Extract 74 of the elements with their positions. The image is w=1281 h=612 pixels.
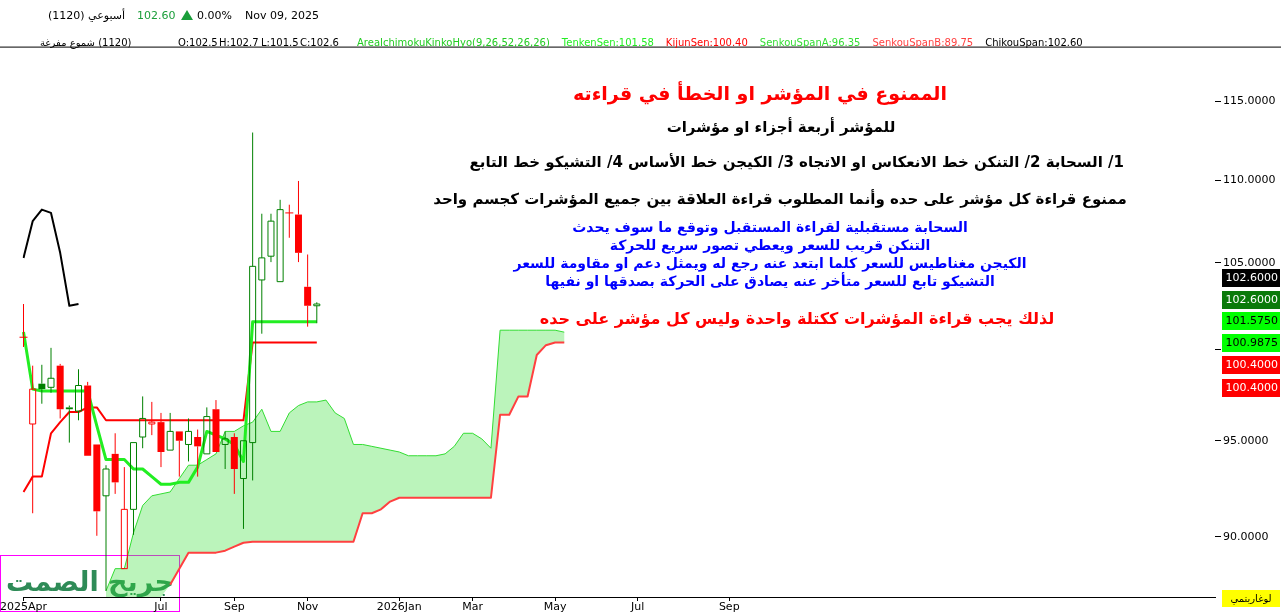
candlestick xyxy=(130,442,137,536)
candlestick xyxy=(166,412,174,451)
candlestick xyxy=(294,180,302,263)
candlestick xyxy=(249,132,257,481)
text: ChikouSpan:102.60 xyxy=(985,37,1083,48)
candlestick xyxy=(157,412,165,468)
candlestick xyxy=(284,204,294,239)
candlestick xyxy=(258,213,266,335)
candlestick xyxy=(120,466,128,570)
text: 102.60 xyxy=(137,9,176,22)
text: SenkouSpanB:89.75 xyxy=(872,37,974,48)
candlestick xyxy=(75,368,82,421)
candlestick xyxy=(175,431,183,478)
annotation: التنكن قريب للسعر ويعطي تصور سريع للحركة xyxy=(609,237,931,253)
candlestick xyxy=(19,303,29,348)
candlestick xyxy=(65,405,73,444)
candlestick xyxy=(84,381,92,456)
candlestick xyxy=(304,254,312,328)
annotation: ممنوع قراءة كل مؤشر على حده وأنما المطلوب قراءة العلاقة بين جميع المؤشرات كجسم واحد xyxy=(433,190,1127,208)
x-tick-label: Mar xyxy=(462,600,484,612)
text: 100.4000 xyxy=(1222,356,1280,374)
annotation: L:101.5 xyxy=(261,37,299,48)
candlestick xyxy=(184,417,192,462)
text: SenkouSpanA:96.35 xyxy=(759,37,861,48)
legend-title: AreaIchimokuKinkoHyo(9,26,52,26,26) xyxy=(357,37,550,48)
annotation: (1120) شموع مفرغة xyxy=(40,37,132,48)
y-tick-label: 95.0000 xyxy=(1223,433,1269,447)
text: لوغاريتمي xyxy=(1222,590,1280,607)
annotation: لذلك يجب قراءة المؤشرات ككتلة واحدة وليس كل مؤشر على حده xyxy=(539,309,1055,328)
x-tick-label: Nov xyxy=(296,600,319,612)
candlestick xyxy=(148,401,156,436)
text: TenkenSen:101.58 xyxy=(561,37,654,48)
x-tick-label: 2026Jan xyxy=(376,600,422,612)
text: أسبوعي xyxy=(88,9,126,22)
x-tick-label: Jul xyxy=(629,600,645,612)
x-tick-label: Sep xyxy=(718,600,740,612)
candlestick xyxy=(203,406,211,455)
candlestick xyxy=(313,301,321,324)
text: للمؤشر أربعة أجزاء او مؤشرات xyxy=(666,118,896,136)
candlestick xyxy=(212,399,220,452)
annotation: O:102.5 xyxy=(178,37,218,48)
candlestick xyxy=(111,432,119,495)
text: الممنوع في المؤشر او الخطأ في قراءته xyxy=(572,82,948,104)
y-tick-label: 105.0000 xyxy=(1223,255,1276,269)
y-tick-label: 90.0000 xyxy=(1223,529,1269,543)
x-tick-label: Jul xyxy=(153,600,168,612)
annotation: 1/ السحابة 2/ التنكن خط الانعكاس او الاتجاه 3/ الكيجن خط الأساس 4/ التشيكو خط التابع xyxy=(469,153,1124,171)
candlestick xyxy=(56,363,64,419)
candlestick xyxy=(230,432,238,495)
text: 0.00% xyxy=(197,9,232,22)
x-tick-label: May xyxy=(543,600,567,612)
annotation: الكيجن مغناطيس للسعر كلما ابتعد عنه رجع له ويمثل دعم او مقاومة للسعر xyxy=(513,255,1027,271)
annotation: C:102.6 xyxy=(300,37,339,48)
text: (1120) xyxy=(48,9,85,22)
y-tick-label: 115.0000 xyxy=(1223,94,1276,108)
text: 102.6000 xyxy=(1222,291,1280,309)
text: KijunSen:100.40 xyxy=(665,37,748,48)
text: 101.5750 xyxy=(1222,312,1280,330)
candlestick xyxy=(194,429,202,478)
candlestick xyxy=(139,395,147,449)
annotation: السحابة مستقبلية لقراءة المستقبل وتوقع ما سوف يحدث xyxy=(572,219,968,235)
annotation: التشيكو تابع للسعر متأخر عنه يصادق على الحركة بصدقها او نفيها xyxy=(545,273,995,289)
candlestick xyxy=(239,440,247,530)
candlestick xyxy=(221,430,229,470)
annotation: جريح الصمت xyxy=(6,566,174,597)
candlestick xyxy=(93,444,101,537)
text: 100.9875 xyxy=(1222,334,1280,352)
x-tick-label: Sep xyxy=(223,600,245,612)
y-tick-label: 110.0000 xyxy=(1223,173,1276,187)
annotation: H:102.7 xyxy=(219,37,259,48)
text: 102.6000 xyxy=(1222,269,1280,287)
text: 100.4000 xyxy=(1222,379,1280,397)
candlestick xyxy=(38,364,46,405)
text: Nov 09, 2025 xyxy=(245,9,319,22)
